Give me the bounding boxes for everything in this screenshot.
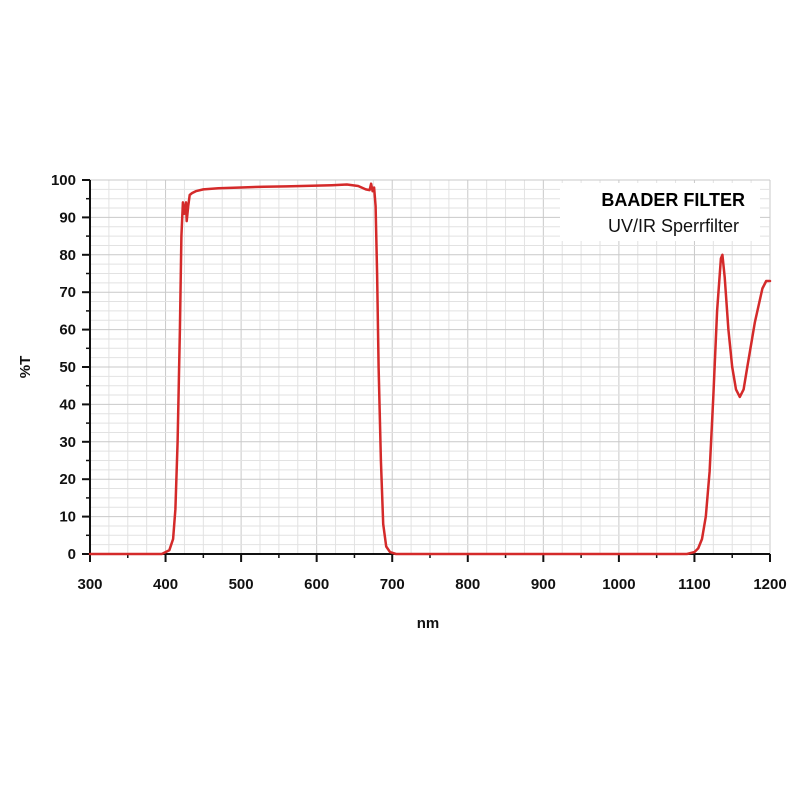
- x-tick-label: 500: [229, 576, 254, 593]
- y-tick-label: 90: [59, 209, 76, 226]
- legend: BAADER FILTER UV/IR Sperrfilter: [560, 183, 760, 241]
- x-tick-label: 600: [304, 576, 329, 593]
- axis-ticks: 0 10 20 30 40 50 60 70 80 90 100 300 400 500 600 700 800…: [51, 172, 787, 593]
- y-tick-label: 30: [59, 434, 76, 451]
- grid-lines: [89, 179, 771, 555]
- legend-box: [560, 183, 760, 241]
- transmission-curve: [88, 182, 772, 556]
- x-tick-label: 1200: [753, 576, 786, 593]
- x-tick-label: 700: [380, 576, 405, 593]
- y-tick-label: 60: [59, 322, 76, 339]
- x-tick-label: 900: [531, 576, 556, 593]
- x-tick-label: 300: [77, 576, 102, 593]
- y-tick-label: 80: [59, 247, 76, 264]
- x-tick-label: 400: [153, 576, 178, 593]
- y-tick-label: 20: [59, 471, 76, 488]
- y-tick-label: 40: [59, 396, 76, 413]
- x-tick-label: 800: [455, 576, 480, 593]
- y-axis-title: %T: [17, 356, 34, 379]
- legend-title: BAADER FILTER: [601, 190, 745, 210]
- legend-subtitle: UV/IR Sperrfilter: [608, 216, 739, 236]
- x-tick-label: 1000: [602, 576, 635, 593]
- y-tick-label: 70: [59, 284, 76, 301]
- series-layer: [88, 182, 772, 556]
- y-tick-label: 100: [51, 172, 76, 189]
- x-tick-label: 1100: [678, 576, 711, 593]
- y-tick-label: 50: [59, 359, 76, 376]
- y-tick-label: 10: [59, 509, 76, 526]
- y-tick-label: 0: [68, 546, 76, 563]
- x-axis-title: nm: [417, 615, 440, 632]
